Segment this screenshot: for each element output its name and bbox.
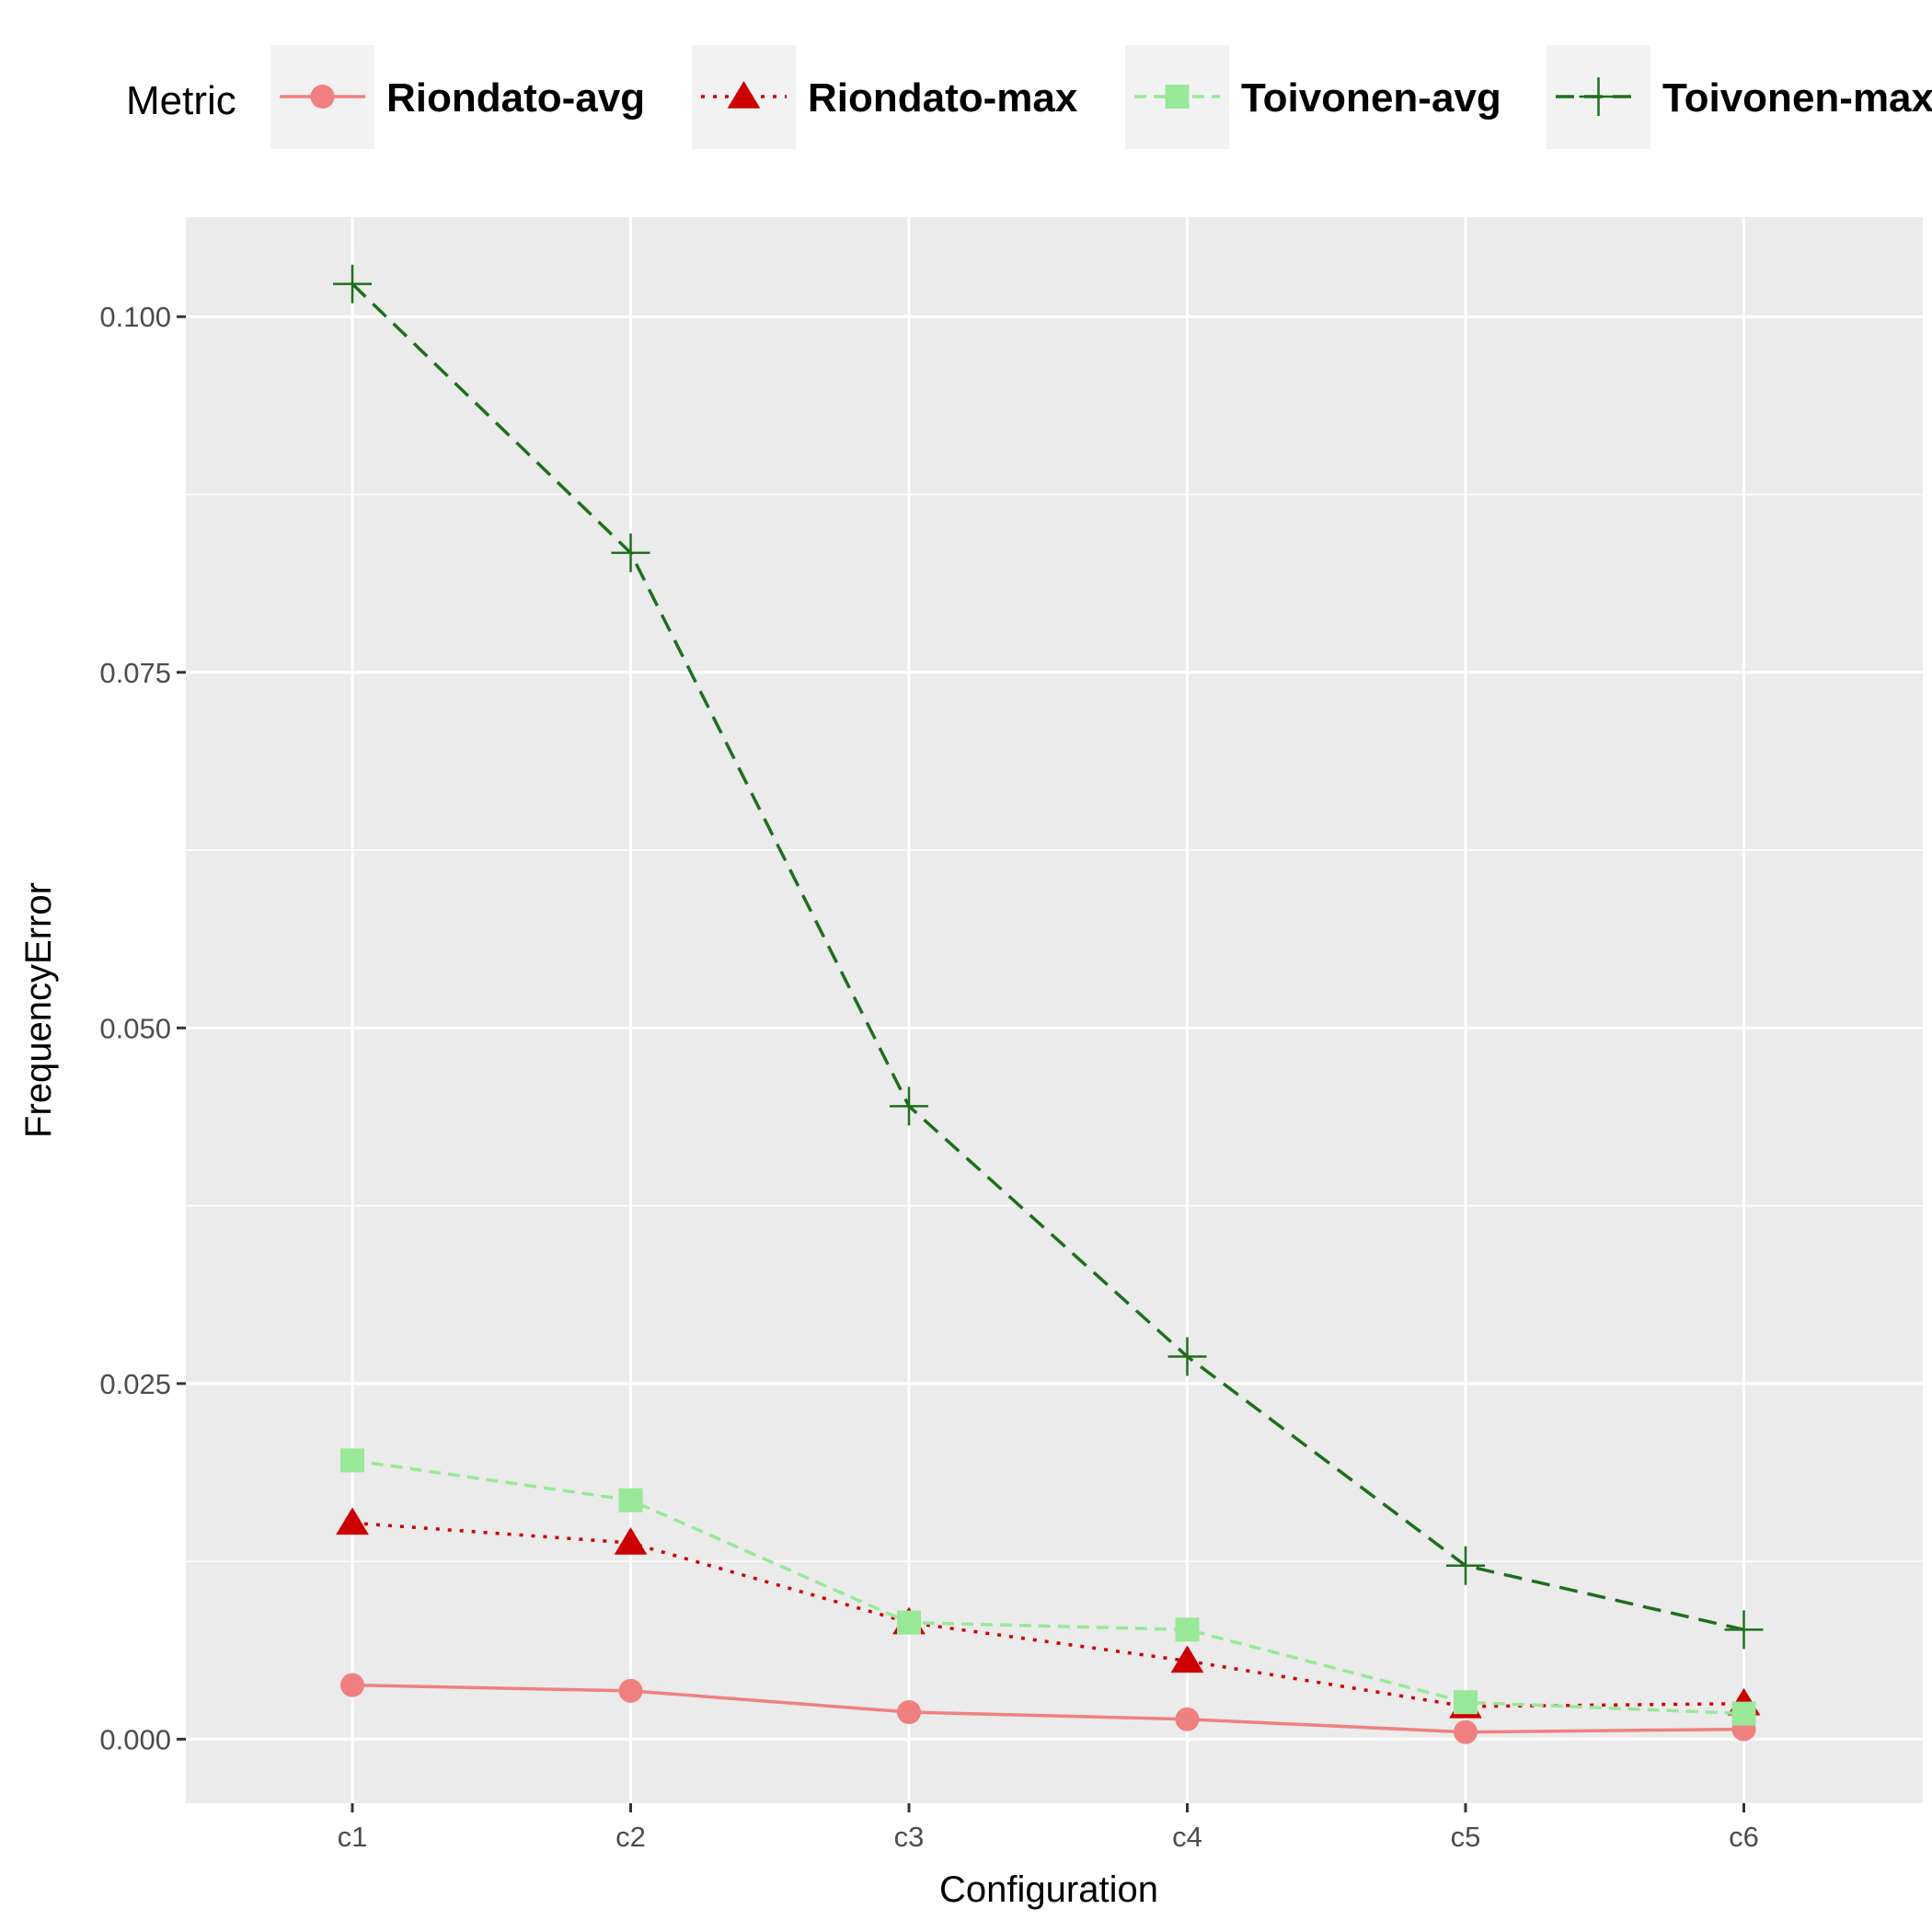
legend-item-riondato-avg: Riondato-avg <box>270 45 645 149</box>
series-line <box>351 1683 1744 1734</box>
data-point <box>897 1700 921 1725</box>
x-tick-label: c5 <box>1451 1821 1481 1853</box>
y-tick-label: 0.075 <box>99 657 171 689</box>
data-point <box>1175 1617 1200 1642</box>
y-tick-label: 0.050 <box>99 1012 171 1044</box>
x-axis: c1 c2 c3 c4 c5 c6 <box>338 1803 1759 1853</box>
data-point <box>336 1507 369 1535</box>
data-point <box>1724 1610 1764 1650</box>
series-toivonen-avg <box>340 1448 1756 1726</box>
data-point <box>1170 1645 1204 1673</box>
plot-area <box>186 217 1923 1803</box>
y-tick-label: 0.100 <box>99 301 171 333</box>
series-line <box>351 282 1744 1632</box>
data-point <box>1167 1337 1207 1376</box>
x-tick-label: c2 <box>615 1821 646 1853</box>
legend-title: Metric <box>126 78 236 123</box>
legend-key-marker <box>310 85 335 109</box>
data-point <box>1175 1707 1200 1731</box>
legend-label: Riondato-avg <box>386 75 645 121</box>
series-line <box>351 1521 1744 1708</box>
y-tick-label: 0.000 <box>99 1723 171 1755</box>
data-point <box>333 264 372 304</box>
data-point <box>897 1610 921 1635</box>
data-point <box>890 1087 928 1126</box>
legend-key-marker <box>1165 85 1190 109</box>
legend-label: Toivonen-avg <box>1241 75 1501 121</box>
legend-key-marker <box>1579 77 1618 116</box>
x-tick-label: c4 <box>1172 1821 1202 1853</box>
legend-key-marker <box>727 81 761 109</box>
y-axis-title: FrequencyError <box>18 882 59 1138</box>
data-point <box>618 1678 643 1703</box>
data-point <box>1454 1719 1478 1744</box>
legend-item-toivonen-avg: Toivonen-avg <box>1125 45 1501 149</box>
data-point <box>340 1673 364 1697</box>
legend: Metric Riondato-avg Riondato-max Toivonen-… <box>126 45 1932 149</box>
data-point <box>1454 1690 1478 1715</box>
data-point <box>1446 1546 1485 1585</box>
series-riondato-avg <box>340 1673 1756 1744</box>
data-point <box>340 1448 364 1473</box>
series-group <box>333 264 1764 1744</box>
series-line <box>351 1458 1744 1716</box>
legend-item-toivonen-max: Toivonen-max <box>1547 45 1932 149</box>
series-toivonen-max <box>333 264 1764 1650</box>
legend-item-riondato-max: Riondato-max <box>692 45 1078 149</box>
legend-label: Riondato-max <box>808 75 1078 121</box>
x-tick-label: c3 <box>894 1821 925 1853</box>
y-axis: 0.000 0.025 0.050 0.075 0.100 <box>99 301 186 1755</box>
data-point <box>611 533 650 572</box>
data-point <box>618 1488 643 1512</box>
y-tick-label: 0.025 <box>99 1368 171 1400</box>
data-point <box>614 1527 648 1555</box>
gridlines <box>186 217 1923 1803</box>
legend-label: Toivonen-max <box>1662 75 1932 121</box>
data-point <box>1731 1701 1756 1726</box>
plot-panel <box>186 217 1923 1803</box>
x-axis-title: Configuration <box>939 1869 1158 1910</box>
x-tick-label: c1 <box>338 1821 368 1853</box>
x-tick-label: c6 <box>1729 1821 1759 1853</box>
